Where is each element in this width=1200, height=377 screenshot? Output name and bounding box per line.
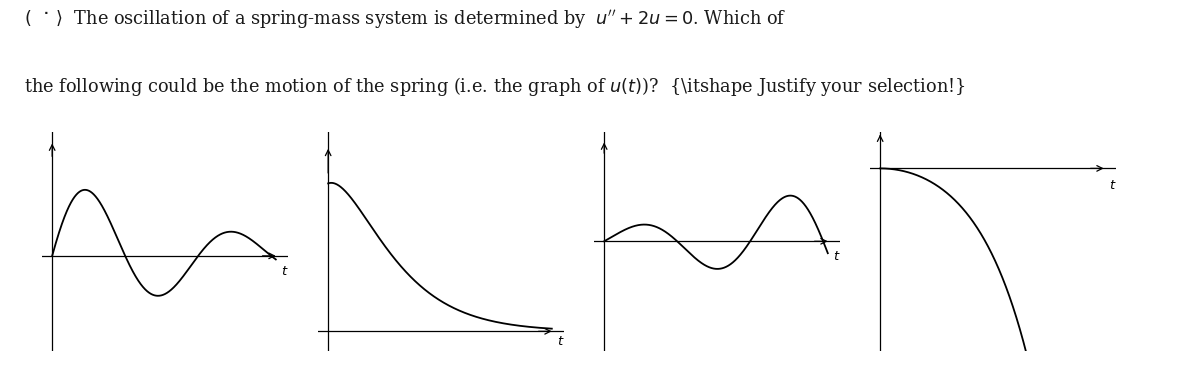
- Text: $t$: $t$: [833, 250, 840, 263]
- Text: $(\;\;^{\bf\cdot}\;\rangle$  The oscillation of a spring-mass system is determin: $(\;\;^{\bf\cdot}\;\rangle$ The oscillat…: [24, 8, 787, 31]
- Text: $t$: $t$: [557, 335, 564, 348]
- Text: the following could be the motion of the spring (i.e. the graph of $u(t)$)?  {\i: the following could be the motion of the…: [24, 75, 966, 98]
- Text: $t$: $t$: [1109, 179, 1116, 192]
- Text: $t$: $t$: [281, 265, 288, 278]
